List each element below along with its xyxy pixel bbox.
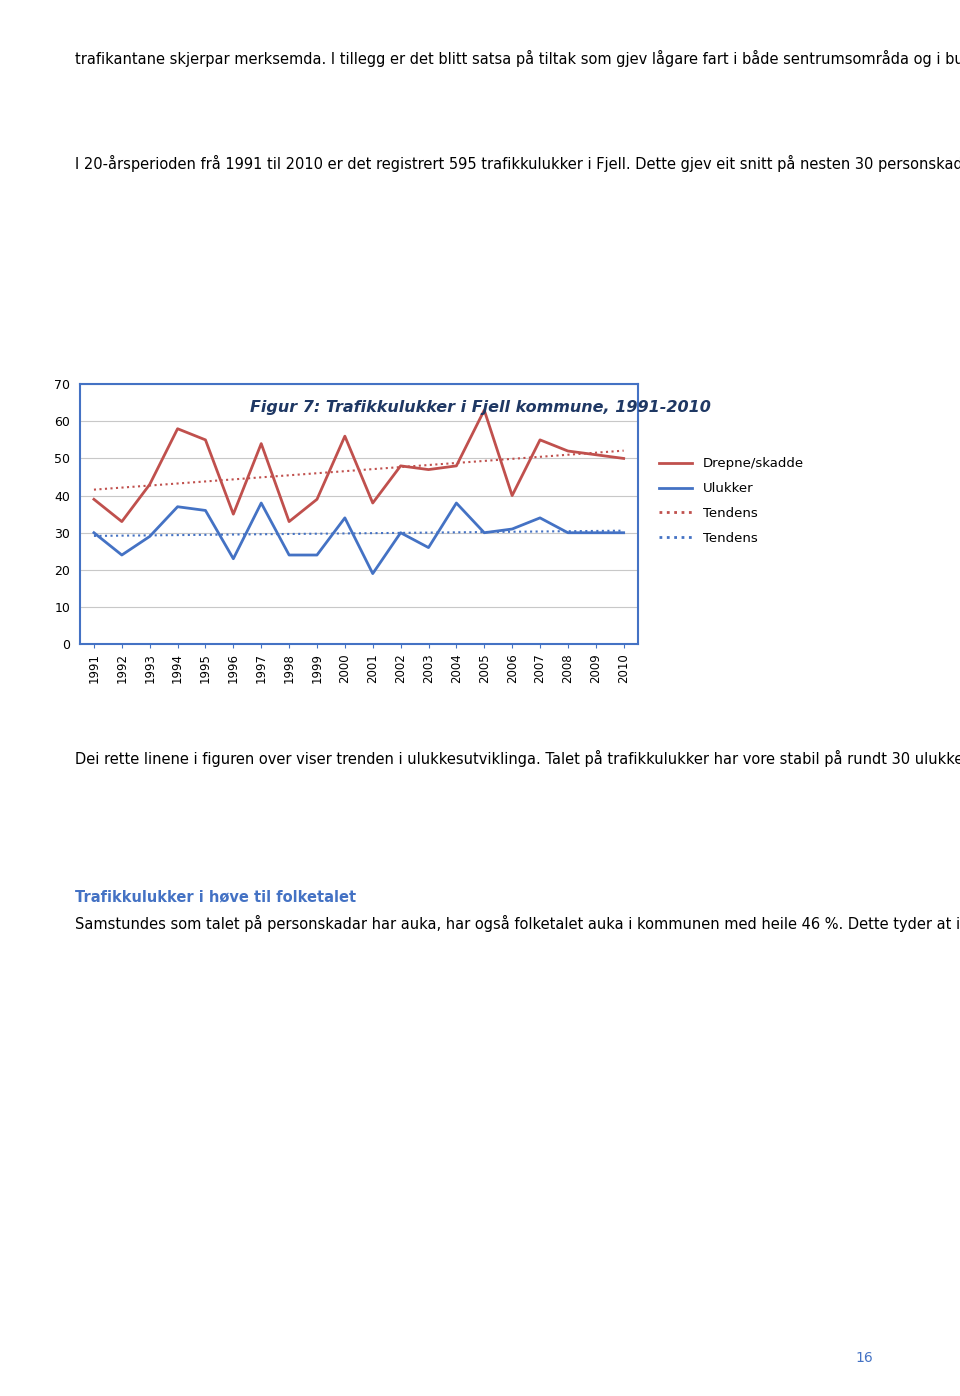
Text: Trafikkulukker i høve til folketalet: Trafikkulukker i høve til folketalet bbox=[75, 891, 356, 905]
Text: Figur 7: Trafikkulukker i Fjell kommune, 1991-2010: Figur 7: Trafikkulukker i Fjell kommune,… bbox=[250, 401, 710, 415]
Text: Dei rette linene i figuren over viser trenden i ulukkesutviklinga. Talet på traf: Dei rette linene i figuren over viser tr… bbox=[75, 750, 960, 766]
Legend: Drepne/skadde, Ulukker, Tendens, Tendens: Drepne/skadde, Ulukker, Tendens, Tendens bbox=[654, 452, 809, 550]
Text: Samstundes som talet på personskadar har auka, har også folketalet auka i kommun: Samstundes som talet på personskadar har… bbox=[75, 914, 960, 933]
Text: I 20-årsperioden frå 1991 til 2010 er det registrert 595 trafikkulukker i Fjell.: I 20-årsperioden frå 1991 til 2010 er de… bbox=[75, 155, 960, 172]
Text: 16: 16 bbox=[855, 1351, 873, 1365]
Text: trafikantane skjerpar merksemda. I tillegg er det blitt satsa på tiltak som gjev: trafikantane skjerpar merksemda. I tille… bbox=[75, 50, 960, 67]
